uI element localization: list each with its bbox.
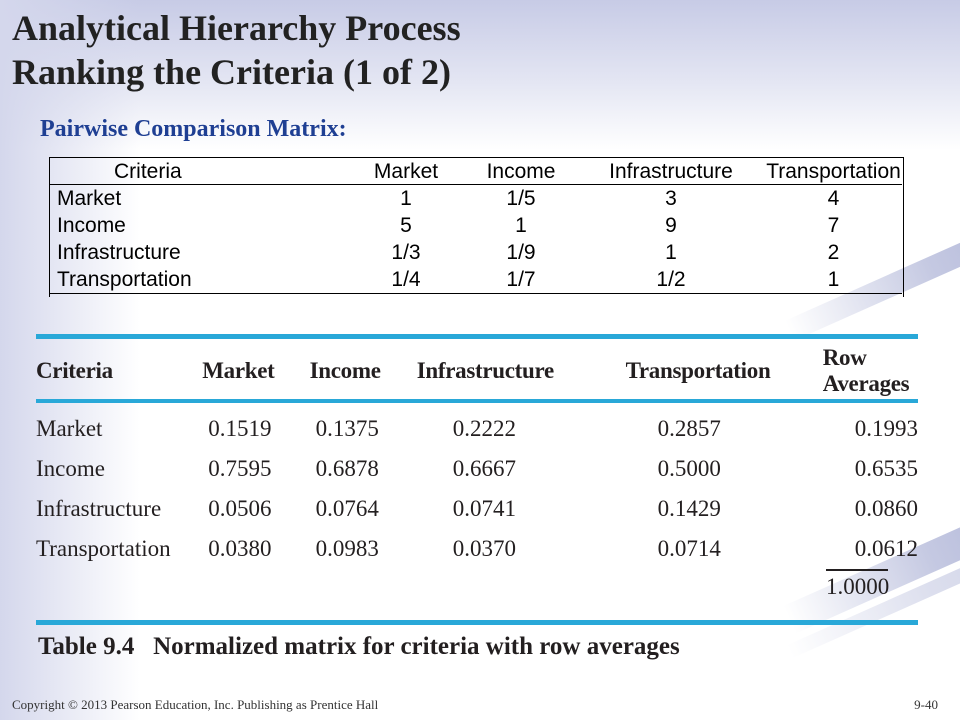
pairwise-table: Criteria Market Income Infrastructure Tr… (49, 159, 902, 294)
column-header: Infrastructure (416, 358, 554, 383)
column-header: Market (202, 358, 275, 383)
column-header: Infrastructure (577, 159, 765, 185)
table-cell: 1/9 (506, 240, 536, 264)
table-header-row: Criteria Market Income Infrastructure Tr… (36, 345, 918, 397)
table-cell: 0.6878 (315, 456, 379, 481)
header-background (0, 0, 960, 150)
column-header: Row Averages (822, 345, 910, 396)
table-cell: 1 (515, 213, 527, 237)
left-background (0, 0, 140, 720)
table-row: Market 1 1/5 3 4 (49, 185, 902, 213)
table-cell: Infrastructure (57, 240, 181, 264)
table-header-rule (36, 399, 918, 403)
table-cell: 0.7595 (208, 456, 272, 481)
table-cell: 0.0714 (657, 536, 721, 561)
table-cell: 0.2857 (657, 416, 721, 441)
table-cell: 0.0612 (854, 536, 918, 561)
column-header: Criteria (49, 159, 347, 185)
table-row: Income 5 1 9 7 (49, 212, 902, 239)
table-cell: 0.0860 (854, 496, 918, 521)
table-cell: 0.6535 (854, 456, 918, 481)
table-bottom-rule (36, 620, 918, 625)
column-header: Income (309, 358, 381, 383)
table-cell: Transportation (49, 266, 347, 294)
title-line-2: Ranking the Criteria (1 of 2) (12, 52, 451, 92)
column-header: Market (347, 159, 465, 185)
title-line-1: Analytical Hierarchy Process (12, 8, 461, 48)
table-header-row: Criteria Market Income Infrastructure Tr… (49, 159, 902, 185)
column-header: Criteria (36, 358, 113, 383)
table-cell: 1/3 (391, 240, 421, 264)
table-cell: 5 (400, 213, 412, 237)
column-header: Transportation (765, 159, 902, 185)
section-subtitle: Pairwise Comparison Matrix: (40, 116, 347, 142)
slide-title: Analytical Hierarchy Process Ranking the… (12, 6, 461, 94)
table-cell: 1 (765, 266, 902, 294)
table-row: Transportation 0.0380 0.0983 0.0370 0.07… (36, 529, 918, 569)
table-cell: 1/5 (506, 186, 536, 210)
column-header: Transportation (625, 358, 771, 383)
sum-underline (826, 569, 888, 571)
table-cell: 0.0506 (208, 496, 272, 521)
table-cell: 0.0764 (315, 496, 379, 521)
caption-text: Normalized matrix for criteria with row … (153, 633, 680, 660)
table-row: Income 0.7595 0.6878 0.6667 0.5000 0.653… (36, 449, 918, 489)
table-cell: 1/4 (347, 266, 465, 294)
table-cell: Income (57, 213, 126, 237)
table-row: Market 0.1519 0.1375 0.2222 0.2857 0.199… (36, 397, 918, 449)
table-top-rule (36, 334, 918, 339)
caption-label: Table 9.4 (38, 633, 135, 660)
table-cell: 4 (827, 186, 840, 210)
column-header: Income (465, 159, 577, 185)
table-cell: Infrastructure (36, 496, 162, 521)
table-cell: 1/7 (465, 266, 577, 294)
table-cell: Transportation (36, 536, 171, 561)
table-cell: 0.0741 (452, 496, 516, 521)
copyright-notice: Copyright © 2013 Pearson Education, Inc.… (12, 697, 379, 712)
slide-number: 9-40 (914, 697, 938, 712)
table-cell: 2 (827, 240, 840, 264)
table-cell: Market (57, 186, 122, 210)
table-cell: 0.6667 (452, 456, 516, 481)
table-cell: 7 (827, 213, 840, 237)
normalized-table: Criteria Market Income Infrastructure Tr… (36, 345, 918, 569)
table-cell: 0.5000 (657, 456, 721, 481)
table-cell: 0.0370 (452, 536, 516, 561)
table-row: Infrastructure 0.0506 0.0764 0.0741 0.14… (36, 489, 918, 529)
table-row: Transportation 1/4 1/7 1/2 1 (49, 266, 902, 294)
table-caption: Table 9.4 Normalized matrix for criteria… (38, 633, 680, 661)
table-cell: 1/2 (577, 266, 765, 294)
table-cell: Market (36, 416, 103, 441)
table-cell: 0.1375 (315, 416, 379, 441)
table-cell: Income (36, 456, 105, 481)
table-row: Infrastructure 1/3 1/9 1 2 (49, 239, 902, 266)
table-cell: 1 (665, 240, 677, 264)
row-average-total: 1.0000 (826, 574, 890, 599)
table-cell: 0.2222 (452, 416, 516, 441)
table-cell: 0.1993 (854, 416, 918, 441)
table-cell: 1 (400, 186, 412, 210)
table-cell: 9 (665, 213, 677, 237)
table-cell: 0.0983 (315, 536, 379, 561)
table-cell: 0.1519 (208, 416, 272, 441)
table-cell: 3 (665, 186, 677, 210)
table-cell: 0.0380 (208, 536, 272, 561)
table-cell: 0.1429 (657, 496, 721, 521)
